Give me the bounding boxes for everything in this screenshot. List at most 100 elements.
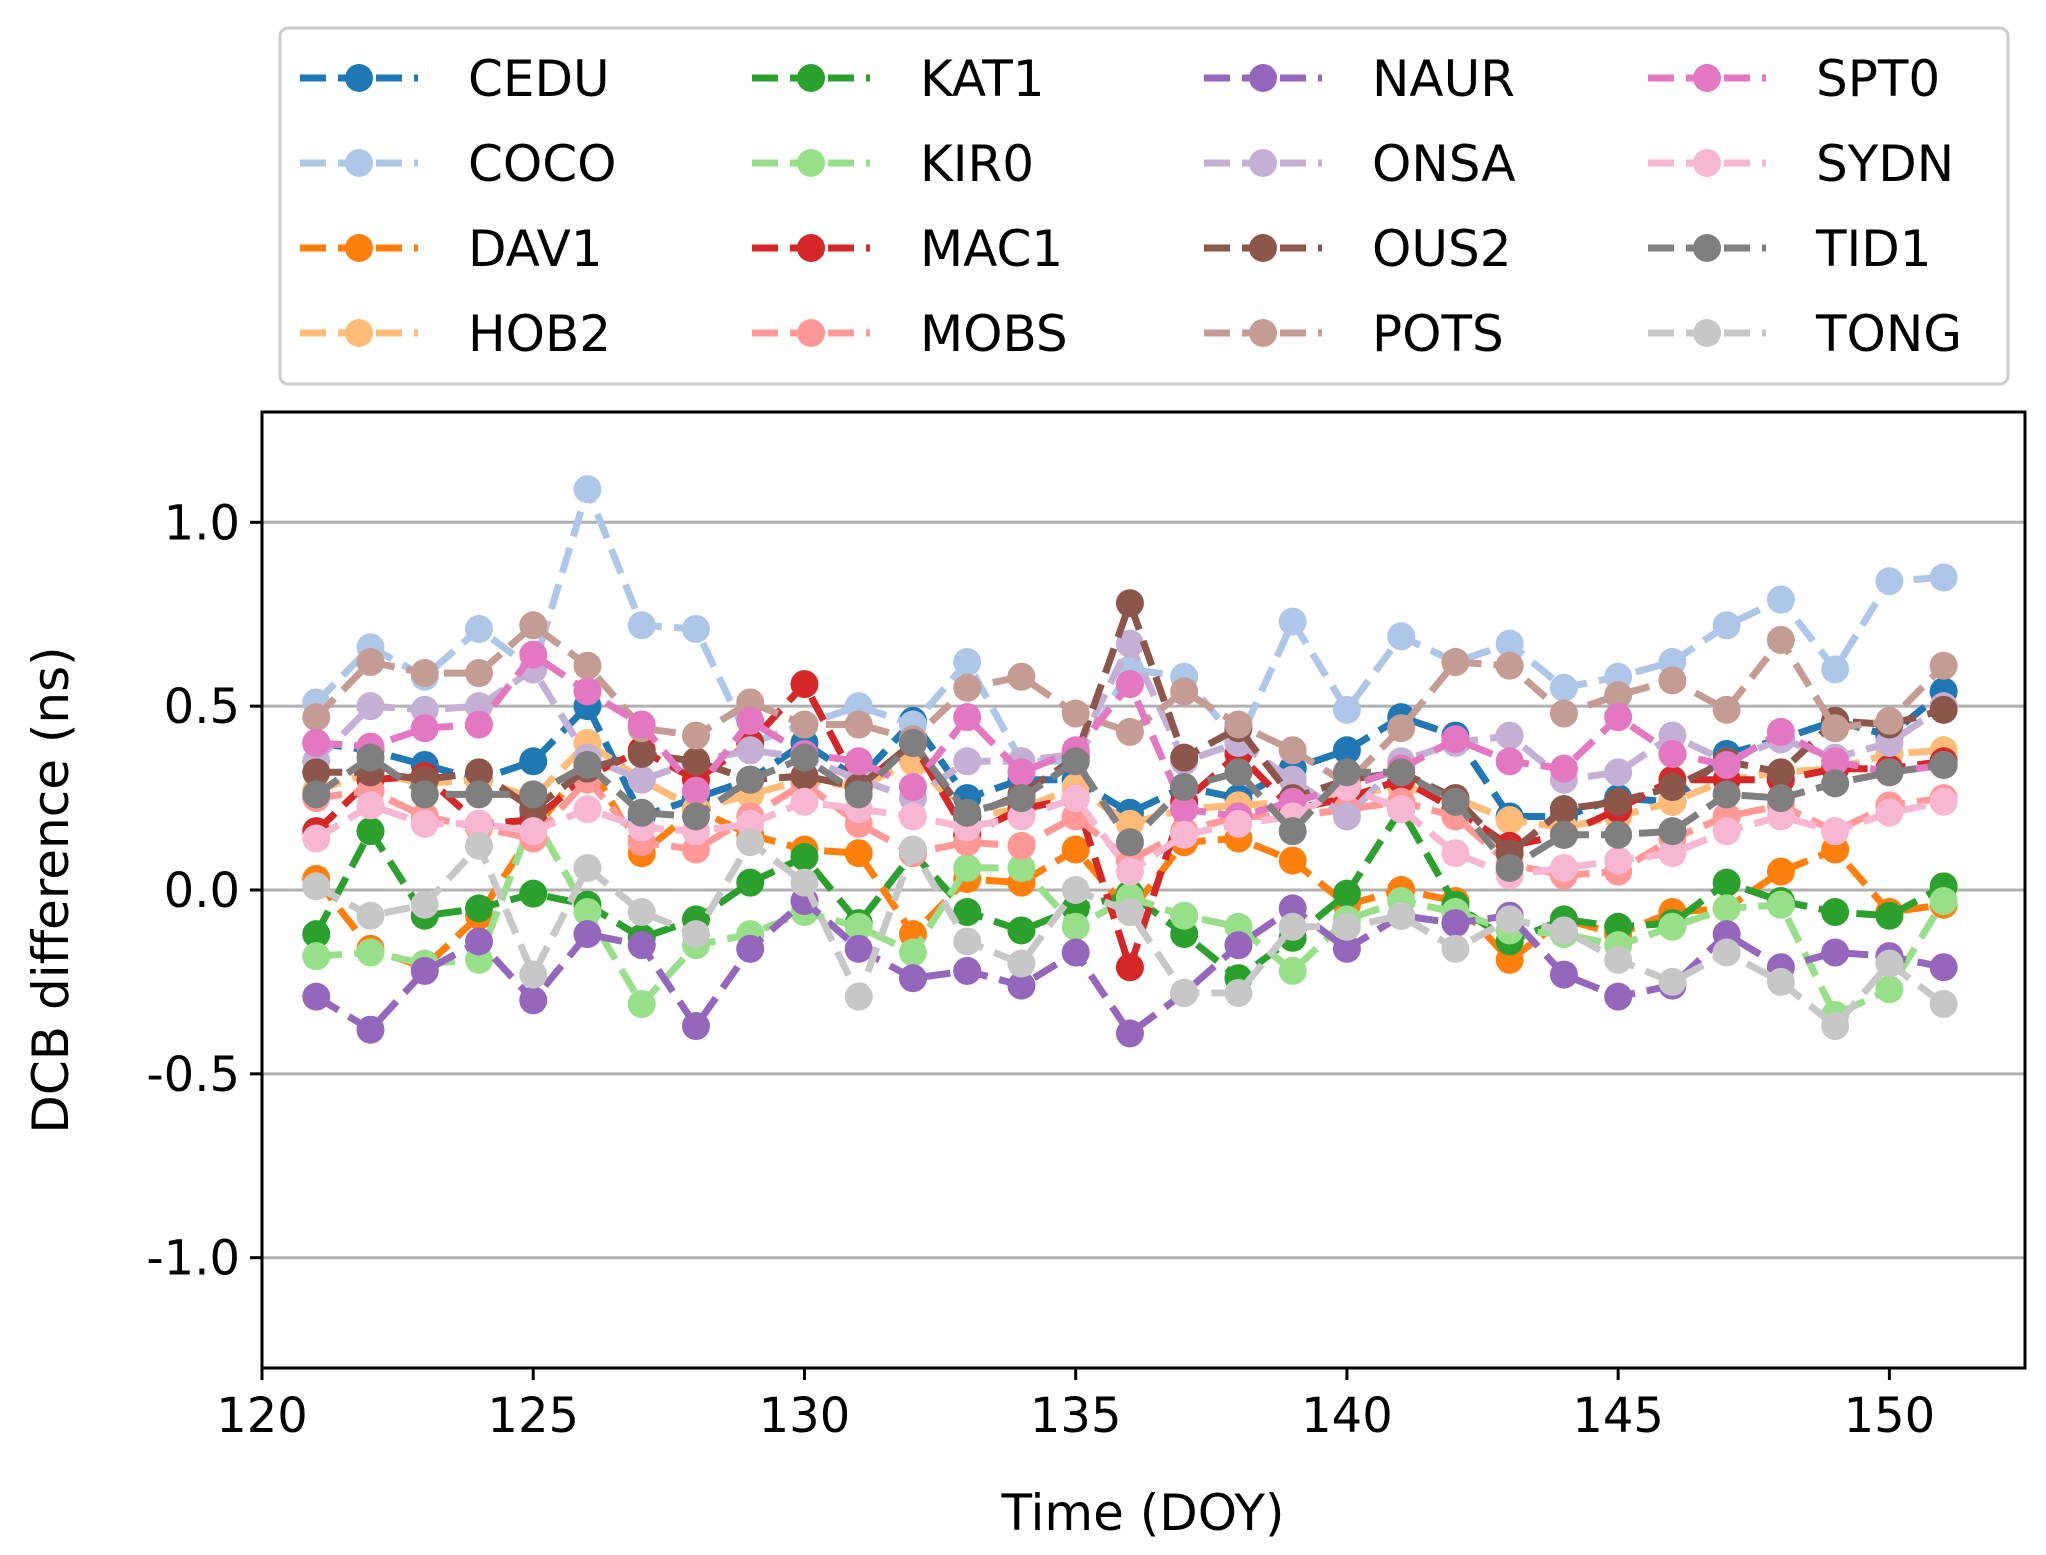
x-tick-label: 145 bbox=[1572, 1388, 1664, 1444]
data-point bbox=[1170, 820, 1199, 849]
data-point bbox=[844, 710, 873, 739]
data-point bbox=[1278, 846, 1307, 875]
data-point bbox=[681, 776, 710, 805]
data-point bbox=[790, 787, 819, 816]
data-point bbox=[573, 795, 602, 824]
x-axis-label: Time (DOY) bbox=[1001, 1484, 1285, 1542]
data-point bbox=[898, 835, 927, 864]
data-point bbox=[1278, 817, 1307, 846]
series-kir0 bbox=[302, 802, 1958, 1030]
data-point bbox=[464, 927, 493, 956]
y-tick-label: -0.5 bbox=[146, 1047, 240, 1103]
x-tick-label: 120 bbox=[216, 1388, 308, 1444]
data-point bbox=[1441, 839, 1470, 868]
data-point bbox=[1332, 912, 1361, 941]
data-point bbox=[1875, 798, 1904, 827]
data-point bbox=[790, 868, 819, 897]
data-point bbox=[1875, 949, 1904, 978]
data-point bbox=[1115, 629, 1144, 658]
data-point bbox=[1495, 905, 1524, 934]
data-point bbox=[1224, 809, 1253, 838]
data-point bbox=[1170, 978, 1199, 1007]
legend-label: DAV1 bbox=[468, 220, 603, 278]
data-point bbox=[1495, 629, 1524, 658]
data-point bbox=[627, 798, 656, 827]
data-point bbox=[627, 931, 656, 960]
data-point bbox=[1170, 773, 1199, 802]
data-point bbox=[736, 736, 765, 765]
legend-label: SYDN bbox=[1816, 135, 1954, 193]
data-point bbox=[356, 938, 385, 967]
data-point bbox=[302, 728, 331, 757]
data-point bbox=[464, 780, 493, 809]
data-point bbox=[1115, 717, 1144, 746]
legend-label: MOBS bbox=[920, 305, 1068, 363]
data-point bbox=[1549, 820, 1578, 849]
data-point bbox=[1712, 868, 1741, 897]
data-point bbox=[1495, 853, 1524, 882]
legend-marker bbox=[1693, 64, 1721, 92]
data-point bbox=[1766, 857, 1795, 886]
data-point bbox=[1821, 714, 1850, 743]
data-point bbox=[356, 692, 385, 721]
data-point bbox=[1115, 857, 1144, 886]
data-point bbox=[1441, 787, 1470, 816]
data-point bbox=[302, 920, 331, 949]
data-point bbox=[1115, 953, 1144, 982]
data-point bbox=[1332, 736, 1361, 765]
data-point bbox=[627, 739, 656, 768]
data-point bbox=[1115, 589, 1144, 618]
data-point bbox=[1821, 817, 1850, 846]
data-point bbox=[1441, 648, 1470, 677]
data-point bbox=[1061, 699, 1090, 728]
data-point bbox=[953, 853, 982, 882]
data-point bbox=[1712, 611, 1741, 640]
series-naur bbox=[302, 887, 1958, 1048]
legend-marker bbox=[345, 149, 373, 177]
data-point bbox=[519, 879, 548, 908]
data-point bbox=[898, 773, 927, 802]
legend-marker bbox=[1249, 234, 1277, 262]
data-point bbox=[1821, 655, 1850, 684]
legend-entry-tong: TONG bbox=[1648, 305, 1962, 363]
data-point bbox=[1604, 820, 1633, 849]
data-point bbox=[1712, 938, 1741, 967]
data-point bbox=[681, 614, 710, 643]
legend-label: POTS bbox=[1372, 305, 1504, 363]
y-axis-label: DCB difference (ns) bbox=[22, 646, 80, 1133]
data-point bbox=[1495, 651, 1524, 680]
legend: CEDU COCO DAV1 HOB2 KAT1 KIR0 MAC1 MOBS NAUR ONSA… bbox=[278, 26, 2010, 386]
data-point bbox=[1061, 912, 1090, 941]
data-point bbox=[1658, 773, 1687, 802]
legend-entry-tid1: TID1 bbox=[1648, 220, 1932, 278]
data-point bbox=[1061, 747, 1090, 776]
legend-marker bbox=[1249, 149, 1277, 177]
data-point bbox=[1224, 931, 1253, 960]
data-point bbox=[464, 809, 493, 838]
data-point bbox=[1712, 780, 1741, 809]
data-point bbox=[1712, 750, 1741, 779]
legend-entry-coco: COCO bbox=[300, 135, 617, 193]
data-point bbox=[1007, 784, 1036, 813]
series-sydn bbox=[302, 773, 1958, 890]
data-point bbox=[1495, 747, 1524, 776]
data-point bbox=[573, 750, 602, 779]
data-point bbox=[1875, 975, 1904, 1004]
legend-marker bbox=[345, 64, 373, 92]
data-point bbox=[410, 956, 439, 985]
data-point bbox=[1712, 817, 1741, 846]
data-point bbox=[790, 670, 819, 699]
legend-entry-sydn: SYDN bbox=[1648, 135, 1954, 193]
data-point bbox=[1604, 945, 1633, 974]
data-point bbox=[1929, 563, 1958, 592]
data-point bbox=[1278, 956, 1307, 985]
legend-label: KAT1 bbox=[920, 50, 1045, 108]
data-point bbox=[464, 831, 493, 860]
legend-marker bbox=[797, 149, 825, 177]
series-tid1 bbox=[302, 728, 1958, 882]
data-point bbox=[627, 710, 656, 739]
y-axis-ticks: -1.0 -0.5 0.0 0.5 1.0 bbox=[146, 495, 262, 1287]
data-point bbox=[1007, 831, 1036, 860]
data-point bbox=[844, 839, 873, 868]
